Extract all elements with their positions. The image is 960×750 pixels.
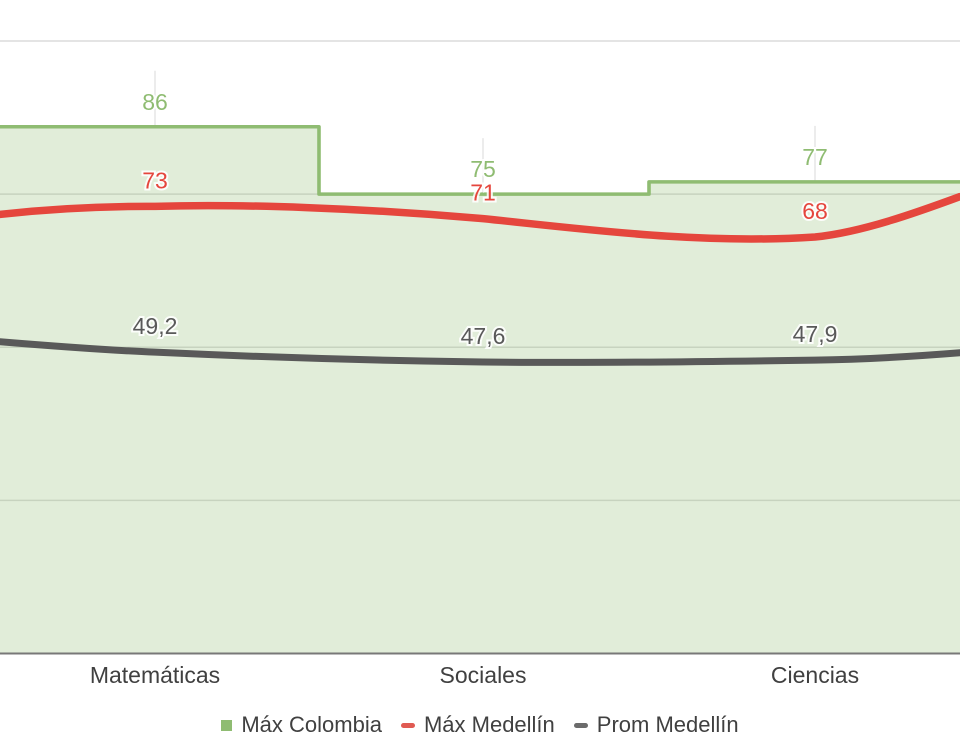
legend-label: Máx Colombia <box>241 712 382 737</box>
data-label-prom-medellin: 47,6 <box>461 323 506 349</box>
series-max-colombia-line <box>0 124 960 196</box>
chart-legend: Máx Colombia Máx Medellín Prom Medellín <box>0 709 960 741</box>
data-label-max-medellin: 68 <box>802 198 828 224</box>
data-label-prom-medellin: 47,9 <box>793 321 838 347</box>
series-prom-medellin-line <box>0 338 960 366</box>
legend-item-max-medellin: Máx Medellín <box>400 712 555 738</box>
series-max-colombia-fill <box>0 126 960 654</box>
data-label-max-medellin: 71 <box>470 180 496 206</box>
legend-label: Prom Medellín <box>596 712 739 737</box>
legend-swatch-icon <box>221 719 233 731</box>
legend-item-prom-medellin: Prom Medellín <box>573 712 739 738</box>
x-axis-label-2: Ciencias <box>771 662 859 688</box>
series-max-medellin-line <box>0 192 960 243</box>
legend-swatch-icon <box>573 722 588 728</box>
x-axis-label-1: Sociales <box>440 662 527 688</box>
legend-item-max-colombia: Máx Colombia <box>221 712 382 738</box>
legend-swatch-icon <box>400 722 415 728</box>
data-label-max-colombia: 75 <box>470 156 496 182</box>
x-axis-label-0: Matemáticas <box>90 662 220 688</box>
data-label-max-colombia: 77 <box>802 144 828 170</box>
data-label-max-colombia: 86 <box>142 89 168 115</box>
data-label-prom-medellin: 49,2 <box>133 313 178 339</box>
data-label-max-medellin: 73 <box>142 167 168 193</box>
legend-label: Máx Medellín <box>423 712 555 737</box>
